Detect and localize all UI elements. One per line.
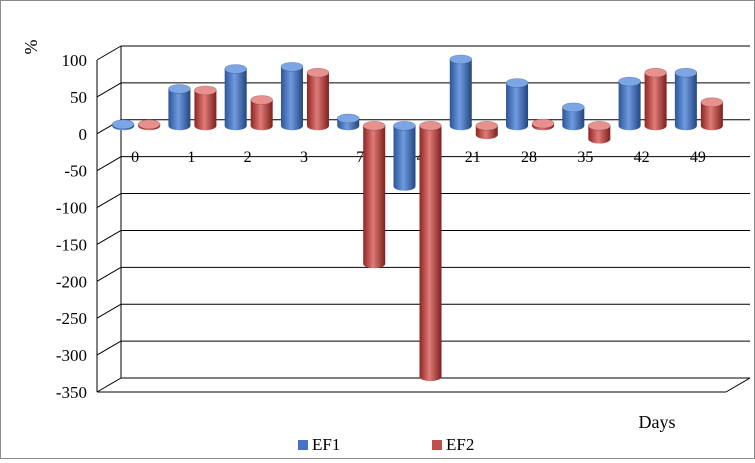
bar-ef1-0	[111, 119, 135, 131]
x-tick-label: 28	[521, 149, 537, 166]
x-tick-label: 2	[244, 149, 252, 166]
x-tick-label: 7	[356, 149, 364, 166]
gridline-depth	[96, 156, 122, 172]
y-tick-label: -250	[56, 309, 87, 328]
gridline-depth	[96, 230, 122, 245]
bar-ef1-2	[224, 64, 247, 131]
y-tick-label: -50	[64, 162, 87, 181]
x-tick-label: 35	[577, 149, 593, 166]
x-tick-label: 1	[187, 149, 195, 166]
legend-label-ef1: EF1	[312, 435, 340, 454]
gridline-depth	[96, 340, 122, 356]
y-tick-label: -100	[56, 199, 87, 218]
legend-label-ef2: EF2	[446, 435, 474, 454]
y-tick-label: -300	[56, 346, 87, 365]
y-axis-title: %	[21, 40, 41, 55]
gridline-depth	[96, 193, 122, 208]
bar-ef1-42	[618, 76, 641, 131]
floor-right-edge	[725, 377, 751, 393]
gridline-depth	[96, 266, 122, 282]
y-tick-label: 50	[70, 88, 87, 107]
legend-swatch-ef1	[298, 440, 308, 450]
bar-ef2-2	[250, 95, 273, 131]
gridline-depth	[96, 82, 122, 98]
bars	[111, 54, 724, 382]
legend: EF1 EF2	[298, 435, 474, 454]
bar-ef2-42	[644, 67, 667, 131]
gridline-depth	[96, 377, 122, 393]
bar-ef1-21	[449, 54, 473, 131]
bar-ef2-35	[588, 120, 611, 144]
bar-ef2-3	[306, 67, 330, 131]
bar-ef1-7	[336, 113, 360, 131]
bar-ef1-3	[280, 61, 304, 131]
bar-ef2-0	[137, 119, 161, 131]
legend-swatch-ef2	[432, 440, 442, 450]
bar-ef2-28	[531, 118, 555, 131]
x-axis-categories: 0 1 2 3 7 14 21 28 35 42 49	[131, 149, 706, 166]
bar-ef2-7	[362, 120, 386, 269]
x-tick-label: 3	[300, 149, 308, 166]
y-tick-label: -200	[56, 272, 87, 291]
bar-ef1-28	[505, 78, 529, 131]
x-axis-title: Days	[639, 412, 676, 432]
y-tick-label: -350	[56, 383, 87, 402]
x-tick-label: 42	[634, 149, 650, 166]
bar-ef2-14	[419, 120, 442, 382]
y-tick-label: -150	[56, 235, 87, 254]
bar-ef1-14	[393, 120, 416, 191]
y-axis-ticks: 100 50 0 -50 -100 -150 -200 -250 -300 -350	[56, 51, 87, 402]
y-tick-label: 0	[79, 125, 88, 144]
y-tick-label: 100	[62, 51, 88, 70]
bar-ef2-21	[475, 120, 499, 140]
bar-ef1-1	[168, 84, 191, 131]
gridline-depth	[96, 303, 122, 319]
bar-ef2-1	[194, 85, 217, 131]
gridline-depth	[96, 45, 122, 61]
bar-ef2-49	[700, 97, 724, 131]
x-tick-label: 49	[690, 149, 706, 166]
bar-ef1-49	[674, 67, 698, 131]
x-tick-label: 0	[131, 149, 139, 166]
x-tick-label: 21	[465, 149, 481, 166]
bar-ef1-35	[562, 102, 585, 131]
